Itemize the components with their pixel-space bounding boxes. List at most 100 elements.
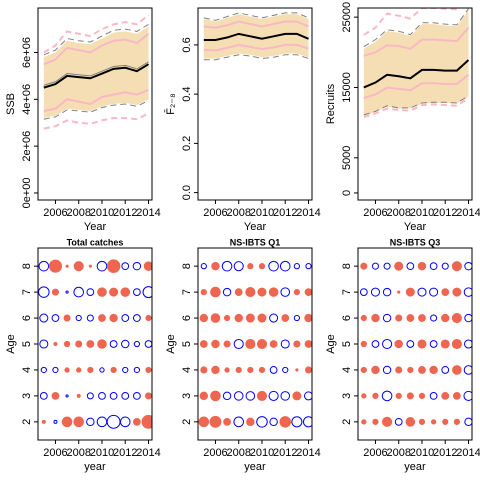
series-line bbox=[363, 8, 460, 36]
residual-bubble bbox=[109, 391, 118, 400]
residual-bubble bbox=[223, 417, 231, 426]
residual-bubble bbox=[381, 390, 393, 402]
residual-bubble bbox=[234, 313, 243, 323]
residual-bubble bbox=[86, 417, 95, 427]
plot-area bbox=[363, 8, 470, 118]
residual-bubble bbox=[452, 287, 462, 297]
residual-bubble bbox=[199, 391, 209, 401]
residual-bubble bbox=[109, 313, 118, 323]
residual-bubble bbox=[245, 313, 255, 323]
residual-bubble bbox=[464, 313, 472, 323]
residual-bubble bbox=[233, 416, 245, 428]
residual-bubble bbox=[280, 339, 290, 349]
residual-bubble bbox=[281, 314, 290, 322]
residual-bubble bbox=[211, 365, 220, 375]
residual-bubble bbox=[145, 366, 152, 374]
residual-bubble bbox=[86, 314, 94, 322]
series-line bbox=[363, 97, 470, 118]
residual-bubble bbox=[65, 394, 69, 398]
residual-bubble bbox=[96, 260, 108, 272]
x-tick-label: 2014 bbox=[296, 207, 320, 219]
residual-bubble bbox=[51, 391, 60, 400]
x-tick-label: 2010 bbox=[410, 207, 434, 219]
y-tick-label: 0.0 bbox=[181, 185, 193, 200]
residual-bubble bbox=[210, 313, 221, 323]
residual-bubble bbox=[121, 314, 130, 322]
residual-bubble bbox=[223, 314, 231, 322]
residual-bubble bbox=[293, 340, 301, 348]
y-tick-label: 0.2 bbox=[181, 136, 193, 151]
residual-bubble bbox=[256, 390, 268, 401]
residual-bubble bbox=[464, 261, 472, 271]
residual-bubble bbox=[304, 313, 312, 323]
x-tick-label: 2006 bbox=[203, 447, 227, 459]
residual-bubble bbox=[256, 338, 268, 350]
series-line bbox=[363, 27, 470, 57]
series-line bbox=[43, 112, 149, 130]
residual-bubble bbox=[106, 259, 121, 273]
residual-bubble bbox=[109, 340, 118, 348]
y-tick-label: 25000 bbox=[341, 2, 353, 33]
residual-bubble bbox=[371, 365, 380, 375]
residual-bubble bbox=[303, 391, 312, 401]
residual-bubble bbox=[145, 314, 152, 322]
x-tick-label: 2006 bbox=[43, 207, 67, 219]
residual-bubble bbox=[397, 290, 401, 294]
panel-title: NS-IBTS Q1 bbox=[230, 237, 281, 247]
x-tick-label: 2012 bbox=[273, 447, 297, 459]
residual-bubble bbox=[257, 313, 267, 323]
residual-bubble bbox=[222, 287, 232, 297]
residual-bubble bbox=[371, 313, 380, 323]
y-tick-label: 0.4 bbox=[181, 87, 193, 102]
residual-bubble bbox=[394, 261, 404, 271]
residual-bubble bbox=[133, 366, 141, 374]
y-tick-label: 5 bbox=[341, 341, 353, 347]
residual-bubble bbox=[258, 366, 266, 374]
y-tick-label: 7 bbox=[21, 289, 33, 295]
residual-bubble bbox=[418, 314, 426, 322]
y-axis-label: Age bbox=[5, 334, 17, 354]
residual-bubble bbox=[429, 287, 439, 297]
residual-bubble bbox=[406, 392, 414, 400]
y-tick-label: 3 bbox=[341, 393, 353, 399]
residual-bubble bbox=[63, 314, 71, 322]
series-line bbox=[203, 54, 309, 61]
residual-bubble bbox=[73, 286, 85, 298]
residual-bubble bbox=[453, 418, 461, 425]
residual-bubble bbox=[109, 287, 119, 297]
residual-bubble bbox=[268, 390, 279, 401]
y-axis-label: SSB bbox=[5, 93, 17, 115]
residual-bubble bbox=[451, 338, 462, 350]
residual-bubble bbox=[305, 263, 312, 270]
residual-bubble bbox=[210, 286, 221, 298]
residual-bubble bbox=[451, 313, 462, 324]
x-tick-label: 2012 bbox=[273, 207, 297, 219]
residual-bubble bbox=[293, 314, 301, 322]
y-axis-label: Age bbox=[165, 334, 177, 354]
residual-bubble bbox=[98, 391, 106, 400]
residual-bubble bbox=[73, 261, 84, 272]
y-tick-label: 7 bbox=[181, 289, 193, 295]
residual-bubble bbox=[48, 259, 63, 273]
residual-bubble bbox=[370, 287, 380, 297]
plot-frame bbox=[357, 7, 473, 201]
residual-bubble bbox=[269, 313, 279, 323]
residual-bubble bbox=[257, 287, 267, 297]
x-tick-label: 2010 bbox=[250, 207, 274, 219]
x-tick-label: 2014 bbox=[136, 447, 160, 459]
residual-bubble bbox=[405, 287, 415, 297]
residual-bubble bbox=[291, 416, 303, 428]
residual-bubble bbox=[40, 366, 47, 374]
x-tick-label: 2010 bbox=[90, 207, 114, 219]
residual-bubble bbox=[406, 314, 415, 322]
x-tick-label: 2012 bbox=[113, 207, 137, 219]
residual-bubble bbox=[302, 416, 312, 428]
residual-bubble bbox=[371, 262, 379, 270]
residual-bubble bbox=[39, 313, 49, 323]
residual-bubble bbox=[233, 391, 244, 401]
residual-bubble bbox=[132, 391, 141, 400]
x-axis-label: Year bbox=[244, 221, 267, 233]
residual-bubble bbox=[247, 366, 254, 374]
residual-bubble bbox=[268, 287, 279, 297]
